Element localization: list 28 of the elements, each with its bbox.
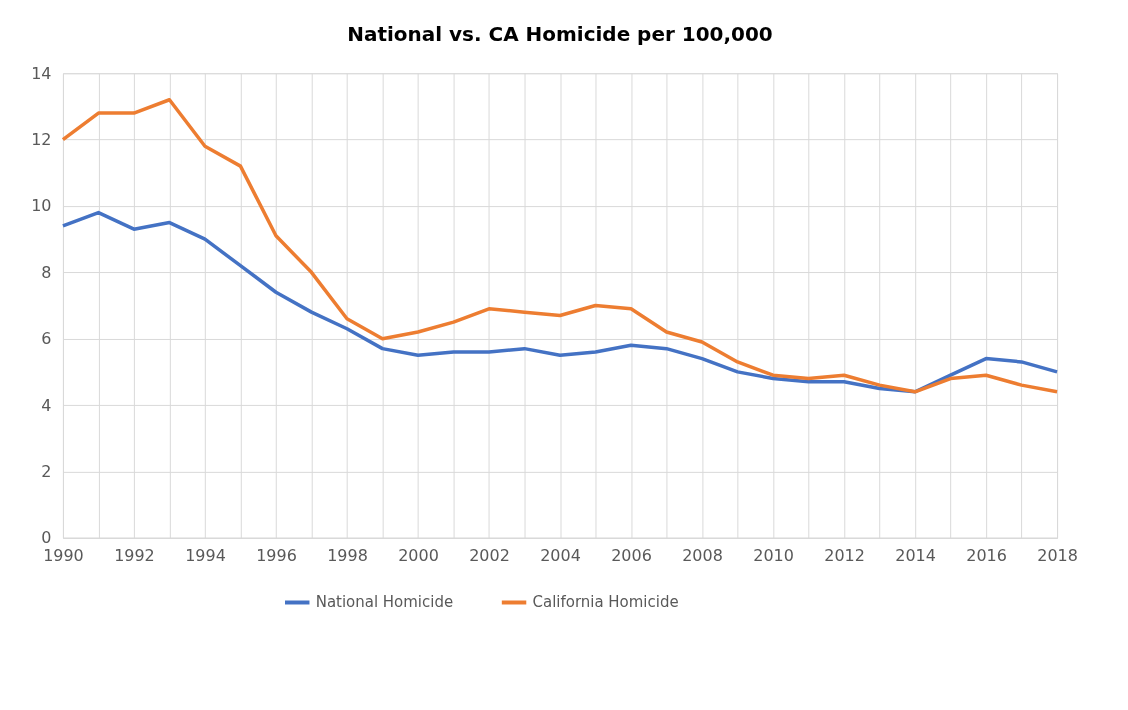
x-tick-label: 2016: [966, 546, 1007, 566]
x-tick-label: 1996: [256, 546, 297, 566]
y-tick-label: 14: [31, 63, 52, 83]
x-tick-label: 2008: [682, 546, 723, 566]
y-tick-label: 10: [31, 196, 52, 216]
legend-label: National Homicide: [315, 593, 454, 612]
y-tick-label: 4: [41, 395, 52, 415]
x-tick-label: 2004: [540, 546, 581, 566]
x-tick-label: 1992: [114, 546, 155, 566]
x-tick-label: 2010: [753, 546, 794, 566]
x-tick-label: 2012: [824, 546, 865, 566]
y-tick-label: 6: [41, 329, 52, 349]
y-tick-label: 12: [31, 130, 52, 150]
line-series: [61, 210, 1059, 394]
x-tick-label: 1998: [327, 546, 368, 566]
y-tick-label: 2: [41, 461, 52, 481]
x-tick-label: 2002: [469, 546, 510, 566]
y-tick-label: 0: [41, 528, 52, 548]
x-tick-label: 2014: [895, 546, 936, 566]
x-tick-label: 2006: [611, 546, 652, 566]
x-tick-label: 1994: [185, 546, 226, 566]
chart-title: National vs. CA Homicide per 100,000: [347, 22, 773, 47]
y-tick-label: 8: [41, 262, 52, 282]
x-tick-label: 2018: [1037, 546, 1078, 566]
x-tick-label: 1990: [43, 546, 84, 566]
legend-label: California Homicide: [532, 593, 679, 612]
x-tick-label: 2000: [398, 546, 439, 566]
line-series: [61, 98, 1059, 394]
